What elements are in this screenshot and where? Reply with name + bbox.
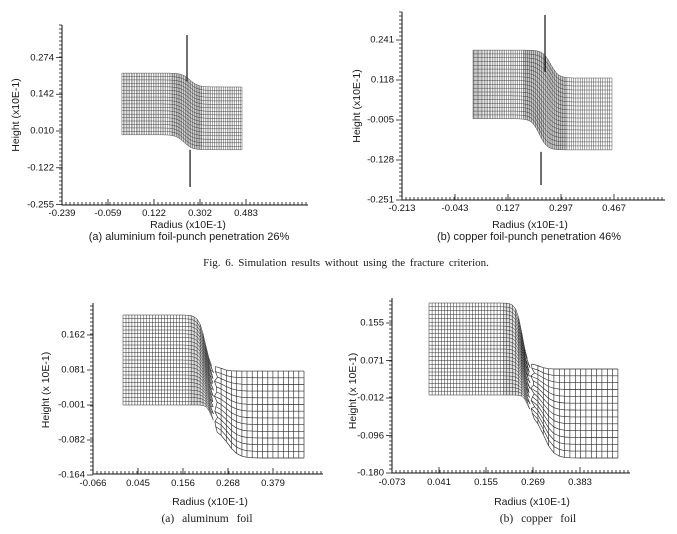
- frac-a-left-block-mesh: [122, 314, 214, 421]
- sim-b-shear-band-shading: [523, 50, 567, 150]
- frac-a-ytick-1: 0.081: [61, 364, 85, 376]
- sim-b-x-axis-label: Radius (x10E-1): [492, 219, 568, 231]
- sim-b-y-axis-label: Height (x10E-1): [351, 69, 363, 143]
- sim-a-xtick-0: -0.239: [48, 208, 76, 219]
- sim-a-ytick-2: 0.010: [30, 125, 54, 137]
- frac-b-ytick-2: -0.012: [357, 392, 384, 404]
- sim-a-shear-band-shading: [171, 73, 203, 150]
- frac-a-xtick-0: -0.066: [79, 478, 107, 489]
- sim-a-xtick-4: 0.483: [234, 208, 258, 219]
- sim-b-ytick-4: -0.251: [367, 194, 394, 206]
- frac-b-ytick-3: -0.096: [357, 430, 384, 441]
- sim-b-xtick-2: 0.127: [496, 203, 520, 214]
- frac-a-ytick-4: -0.164: [58, 469, 85, 481]
- sim-a-ytick-0: 0.274: [30, 52, 54, 63]
- frac-a-xtick-3: 0.268: [216, 478, 240, 489]
- sim-b-xtick-1: -0.043: [441, 203, 469, 214]
- frac-b-crack-zone-shading: [503, 303, 528, 404]
- frac-b-tick-marks: [386, 300, 629, 474]
- frac-a-crack-zone-shading: [189, 315, 212, 416]
- frac-b-ytick-0: 0.155: [360, 317, 384, 329]
- frac-a-xtick-1: 0.045: [126, 478, 150, 489]
- sim-b-ytick-3: -0.128: [367, 154, 394, 166]
- sim-a-ytick-3: -0.122: [27, 162, 54, 174]
- frac-a-x-axis-label: Radius (x10E-1): [172, 496, 248, 508]
- frac-a-ytick-2: -0.001: [58, 399, 85, 411]
- sim-a-xtick-1: -0.059: [94, 208, 122, 219]
- sim-a-y-axis-label: Height (x10E-1): [10, 78, 22, 152]
- sim-b-caption: (b) copper foil-punch penetration 46%: [436, 231, 622, 243]
- sim-b-xtick-3: 0.297: [549, 203, 573, 214]
- frac-a-y-axis-label: Height (x 10E-1): [40, 351, 52, 429]
- frac-b-right-block-mesh: [530, 363, 619, 459]
- sim-b-xtick-4: 0.467: [602, 203, 626, 214]
- sim-a-ytick-1: 0.142: [30, 88, 54, 100]
- sim-a-tick-marks: [56, 24, 307, 205]
- frac-b-ytick-4: -0.180: [357, 467, 384, 479]
- sim-b-ytick-0: 0.241: [370, 34, 394, 46]
- sim-b-tick-marks: [396, 11, 663, 201]
- frac-a-ytick-3: -0.082: [58, 434, 85, 446]
- sim-b-ytick-1: 0.118: [370, 74, 394, 86]
- frac-b-y-axis-label: Height (x 10E-1): [347, 352, 359, 430]
- figure-6-caption: Fig. 6. Simulation results without using…: [203, 257, 489, 269]
- sim-a-x-axis-label: Radius (x10E-1): [150, 219, 226, 231]
- sim-a-xtick-2: 0.122: [142, 208, 166, 219]
- sim-b-mesh: [472, 49, 613, 151]
- frac-b-xtick-1: 0.041: [427, 477, 451, 488]
- sim-a-mesh: [121, 72, 243, 151]
- frac-b-ytick-1: 0.071: [360, 355, 384, 366]
- frac-a-right-block-mesh: [214, 366, 305, 459]
- frac-a-caption: (a) aluminum foil: [161, 513, 253, 525]
- frac-b-x-axis-label: Radius (x10E-1): [494, 496, 570, 508]
- sim-a-caption: (a) aluminium foil-punch penetration 26%: [88, 231, 290, 243]
- frac-a-xtick-2: 0.156: [171, 478, 195, 489]
- sim-b-ytick-2: -0.005: [367, 114, 394, 126]
- frac-a-ytick-0: 0.162: [61, 329, 85, 341]
- frac-b-xtick-3: 0.269: [521, 477, 545, 488]
- sim-b-xtick-0: -0.213: [388, 203, 416, 214]
- sim-a-xtick-3: 0.302: [188, 208, 212, 219]
- frac-b-left-block-mesh: [428, 302, 531, 410]
- frac-a-xtick-4: 0.379: [261, 478, 285, 489]
- frac-a-tick-marks: [87, 305, 322, 476]
- frac-b-xtick-0: -0.073: [378, 477, 406, 488]
- frac-b-xtick-2: 0.155: [474, 477, 498, 488]
- frac-b-caption: (b) copper foil: [499, 513, 577, 525]
- sim-a-ytick-4: -0.255: [27, 199, 54, 210]
- frac-b-xtick-4: 0.383: [568, 477, 592, 488]
